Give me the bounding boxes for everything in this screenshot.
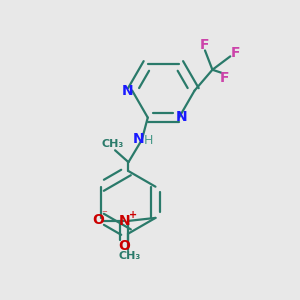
Text: F: F <box>200 38 210 52</box>
Text: N: N <box>122 84 134 98</box>
Text: N: N <box>176 110 188 124</box>
Text: N: N <box>132 132 144 146</box>
Text: CH₃: CH₃ <box>119 251 141 261</box>
Text: O: O <box>118 239 130 253</box>
Text: H: H <box>144 134 153 147</box>
Text: O: O <box>92 213 104 227</box>
Text: F: F <box>220 71 230 85</box>
Text: ⁻: ⁻ <box>101 209 107 219</box>
Text: N: N <box>118 214 130 228</box>
Text: F: F <box>231 46 240 60</box>
Text: +: + <box>128 210 137 220</box>
Text: CH₃: CH₃ <box>102 139 124 149</box>
